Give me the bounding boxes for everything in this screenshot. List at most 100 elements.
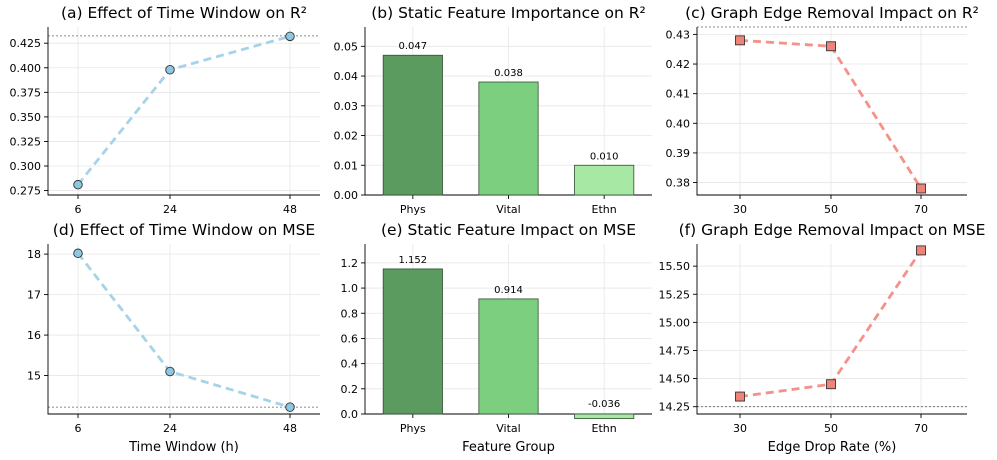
x-tick-label: Ethn [592, 203, 617, 216]
series-line [76, 252, 291, 409]
y-tick-label: 0.4 [341, 358, 359, 371]
x-tick-label: 6 [75, 422, 82, 435]
data-point [165, 64, 175, 75]
x-tick-label: 70 [914, 203, 928, 216]
data-point [285, 31, 295, 42]
chart-title: (e) Static Feature Impact on MSE [381, 221, 636, 239]
data-point [826, 379, 836, 390]
x-tick-label: Vital [496, 422, 520, 435]
x-tick-label: 24 [163, 422, 177, 435]
y-tick-label: 0.0 [341, 408, 359, 421]
data-label: 0.010 [590, 151, 619, 162]
x-tick-label: Ethn [592, 422, 617, 435]
data-point [73, 248, 83, 259]
y-tick-label: 15.25 [659, 288, 691, 301]
y-tick-label: 16 [27, 329, 41, 342]
data-point [735, 391, 745, 402]
bar [478, 81, 539, 196]
chart-panel-5: 0.0 0.2 0.4 0.6 0.8 1.0 1.2 Phys Vital Ethn (e) St… [341, 221, 652, 455]
axis-spines [696, 244, 967, 415]
y-tick-label: 0.300 [10, 160, 42, 173]
x-tick-label: 30 [733, 203, 747, 216]
axis-spines [47, 244, 320, 415]
y-tick-label: 15.50 [659, 260, 691, 273]
x-axis-label: Time Window (h) [128, 440, 239, 455]
x-tick-label: 30 [733, 422, 747, 435]
x-tick-label: 24 [163, 203, 177, 216]
x-tick-label: 50 [824, 203, 838, 216]
chart-panel-6: 14.25 14.50 14.75 15.00 15.25 15.50 30 50 70 (f) … [659, 221, 986, 455]
y-tick-label: 18 [27, 248, 41, 261]
chart-title: (a) Effect of Time Window on R² [61, 4, 307, 22]
y-tick-label: 0.425 [10, 37, 42, 50]
y-tick-label: 14.25 [659, 401, 691, 414]
y-tick-label: 1.0 [341, 282, 359, 295]
y-tick-label: 0.03 [334, 100, 359, 113]
data-label: 0.047 [399, 41, 428, 52]
y-tick-label: 0.350 [10, 111, 42, 124]
x-axis-label: Edge Drop Rate (%) [768, 440, 897, 455]
y-tick-label: 0.400 [10, 62, 42, 75]
x-tick-label: Phys [400, 422, 426, 435]
y-tick-label: 0.375 [10, 86, 42, 99]
axis-spines [47, 27, 320, 196]
x-tick-label: 6 [75, 203, 82, 216]
y-tick-label: 14.50 [659, 373, 691, 386]
bar [574, 164, 635, 196]
data-point [916, 183, 926, 194]
y-tick-label: 0.05 [334, 40, 359, 53]
chart-panel-4: 15 16 17 18 6 24 48 (d) Effect of Time Window o… [27, 221, 320, 455]
chart-panel-2: 0.00 0.01 0.02 0.03 0.04 0.05 Phys Vital Ethn (b)… [334, 4, 652, 216]
y-tick-label: 15.00 [659, 316, 691, 329]
y-tick-label: 0.00 [334, 189, 359, 202]
y-tick-label: 1.2 [341, 257, 359, 270]
chart-panel-1: 0.275 0.300 0.325 0.350 0.375 0.400 0.425 6 24 48… [10, 4, 320, 216]
data-point [735, 35, 745, 46]
data-label: 1.152 [399, 255, 428, 266]
y-tick-label: 0.39 [666, 147, 691, 160]
bar [382, 268, 443, 415]
y-tick-label: 0.325 [10, 135, 42, 148]
y-tick-label: 0.8 [341, 307, 359, 320]
y-tick-label: 14.75 [659, 344, 691, 357]
y-tick-label: 0.43 [666, 28, 691, 41]
y-tick-label: 0.6 [341, 332, 359, 345]
x-axis-label: Feature Group [462, 440, 555, 455]
y-tick-label: 0.40 [666, 117, 691, 130]
data-point [73, 179, 83, 190]
data-label: 0.914 [494, 285, 523, 296]
series-line [739, 38, 923, 190]
y-tick-label: 0.42 [666, 58, 691, 71]
bar [574, 413, 635, 419]
y-tick-label: 0.02 [334, 130, 359, 143]
data-point [826, 41, 836, 52]
x-tick-label: Phys [400, 203, 426, 216]
bar [382, 54, 443, 196]
data-point [285, 402, 295, 412]
series-line [76, 34, 291, 186]
y-tick-label: 0.2 [341, 383, 359, 396]
chart-panel-3: 0.38 0.39 0.40 0.41 0.42 0.43 30 50 70 (c) Graph … [666, 4, 979, 216]
y-tick-label: 0.04 [334, 70, 359, 83]
series-line [739, 249, 923, 398]
axis-spines [696, 27, 967, 196]
x-tick-label: 70 [914, 422, 928, 435]
data-label: 0.038 [494, 68, 523, 79]
x-tick-label: 50 [824, 422, 838, 435]
chart-title: (f) Graph Edge Removal Impact on MSE [679, 221, 986, 239]
y-tick-label: 17 [27, 289, 41, 302]
y-tick-label: 0.41 [666, 88, 691, 101]
x-tick-label: Vital [496, 203, 520, 216]
chart-title: (d) Effect of Time Window on MSE [53, 221, 315, 239]
x-tick-label: 48 [283, 422, 297, 435]
data-point [916, 245, 926, 256]
y-tick-label: 15 [27, 370, 41, 383]
y-tick-label: 0.275 [10, 185, 42, 198]
data-point [165, 366, 175, 377]
y-tick-label: 0.38 [666, 177, 691, 190]
data-label: -0.036 [588, 399, 620, 410]
chart-title: (c) Graph Edge Removal Impact on R² [685, 4, 979, 22]
y-tick-label: 0.01 [334, 159, 359, 172]
bar [478, 298, 539, 415]
